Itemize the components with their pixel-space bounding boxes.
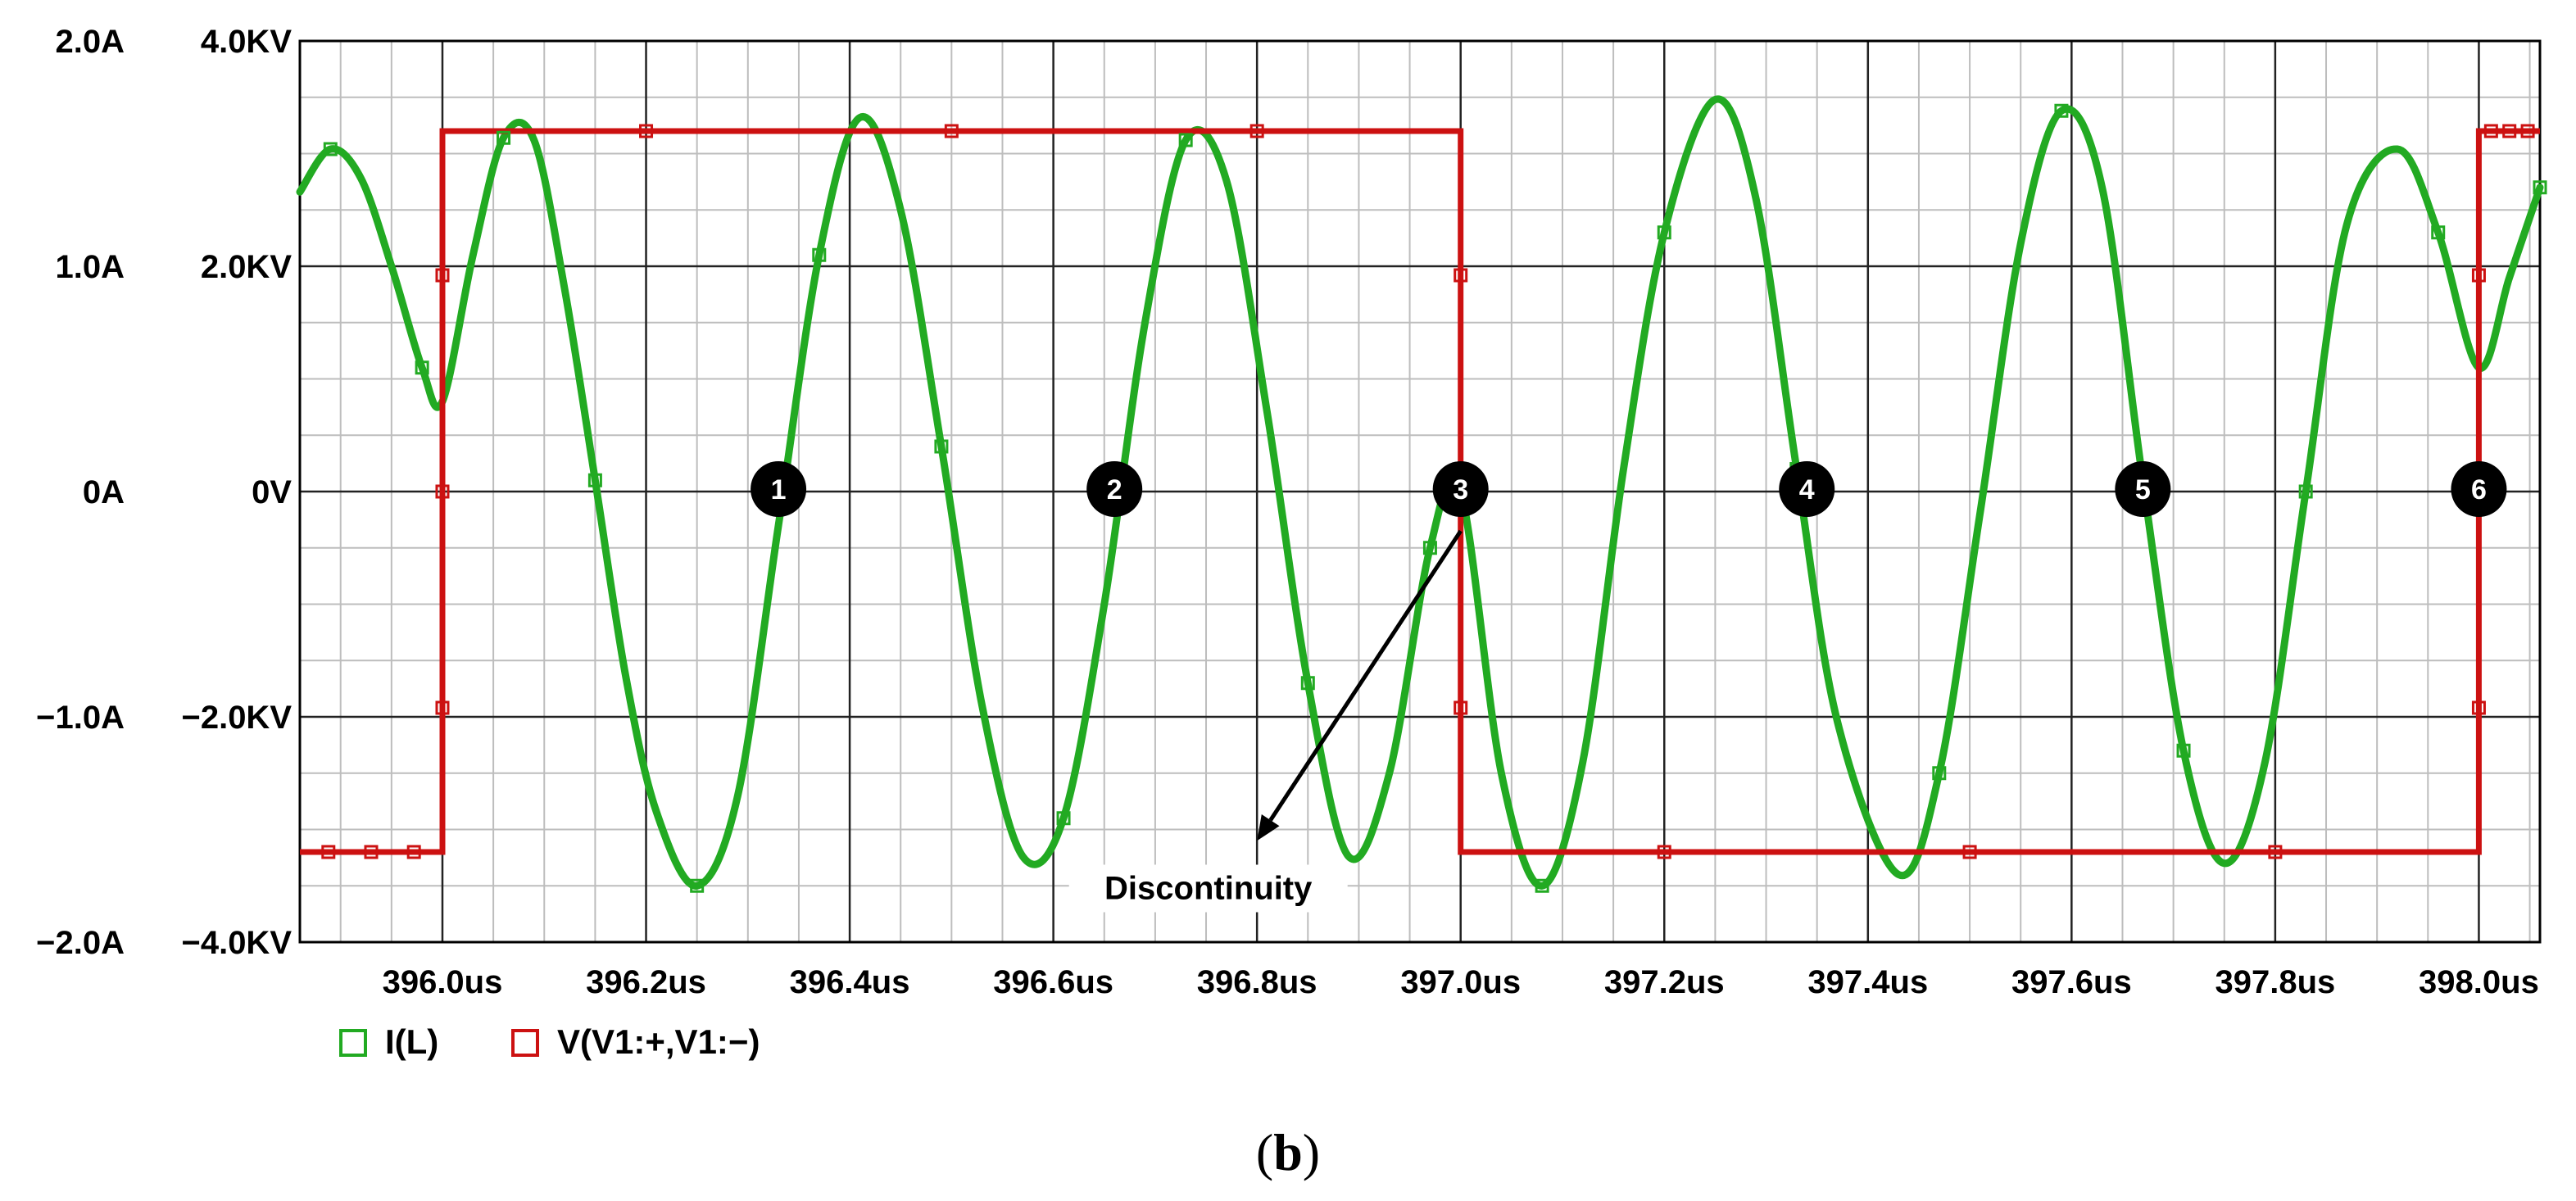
voltage-point-marker [406,845,421,859]
voltage-point-marker [2471,268,2486,283]
cycle-marker-label: 2 [1107,474,1122,505]
current-point-marker [812,247,827,262]
voltage-point-marker [364,845,379,859]
major-grid [300,39,2540,944]
voltage-point-marker [1454,700,1468,715]
current-point-marker [415,360,429,375]
current-point-marker [2533,180,2547,195]
caption-open-paren: ( [1256,1123,1273,1181]
current-point-marker [1422,541,1437,555]
current-point-marker [1932,766,1947,781]
right-tick-label: −2.0KV [181,700,292,736]
voltage-point-marker [435,700,450,715]
left-tick-label: 2.0A [56,24,125,60]
x-tick-label: 396.2us [586,964,706,1000]
current-point-marker [1535,878,1549,893]
cycle-marker-label: 1 [771,474,787,505]
x-tick-label: 397.4us [1807,964,1928,1000]
legend-swatch-voltage [511,1029,539,1057]
voltage-point-marker [321,845,336,859]
series-point-markers [321,103,2547,893]
x-tick-label: 396.0us [383,964,503,1000]
current-point-marker [323,142,338,156]
legend-label-current: I(L) [385,1022,438,1061]
current-point-marker [497,130,511,145]
current-point-marker [690,878,705,893]
legend-swatch-current [339,1029,367,1057]
current-point-marker [2431,225,2446,240]
figure-caption: (b) [1256,1123,1320,1181]
left-axis-ticks: 2.0A 1.0A 0A −1.0A −2.0A [36,24,125,961]
x-tick-label: 397.0us [1400,964,1521,1000]
voltage-point-marker [435,484,450,499]
left-tick-label: 1.0A [56,249,125,285]
caption-letter: b [1273,1123,1303,1181]
voltage-point-marker [1454,268,1468,283]
cycle-markers: 1 2 3 4 5 6 [751,461,2507,517]
right-tick-label: 4.0KV [201,24,292,60]
caption-close-paren: ) [1303,1123,1320,1181]
x-tick-label: 397.2us [1604,964,1725,1000]
current-point-marker [2054,103,2069,118]
voltage-point-marker [639,124,654,138]
legend: I(L) V(V1:+,V1:−) [339,1022,760,1061]
right-axis-ticks: 4.0KV 2.0KV 0V −2.0KV −4.0KV [181,24,292,961]
cycle-marker-1 [751,461,807,517]
current-point-marker [1178,133,1193,147]
current-point-marker [1056,811,1071,826]
discontinuity-annotation: Discontinuity [1068,529,1463,913]
current-point-marker [2176,743,2191,758]
voltage-point-marker [1962,845,1977,859]
current-point-marker [934,439,949,454]
x-tick-label: 398.0us [2419,964,2539,1000]
voltage-point-marker [2471,700,2486,715]
right-tick-label: −4.0KV [181,925,292,961]
x-tick-label: 396.6us [993,964,1113,1000]
voltage-point-marker [2502,124,2517,138]
x-axis-ticks: 396.0us 396.2us 396.4us 396.6us 396.8us 397.0… [383,964,2539,1000]
current-point-marker [587,473,602,487]
cycle-marker-6 [2451,461,2507,517]
cycle-marker-2 [1086,461,1143,517]
voltage-point-marker [944,124,959,138]
voltage-point-marker [2483,124,2498,138]
x-tick-label: 397.8us [2215,964,2336,1000]
left-tick-label: 0A [83,474,125,510]
current-point-marker [1300,676,1315,691]
cycle-marker-label: 4 [1799,474,1815,505]
voltage-point-marker [2268,845,2283,859]
voltage-point-marker [2520,124,2535,138]
annotation-background [1068,864,1348,913]
plot-frame [298,39,2542,944]
cycle-marker-label: 5 [2135,474,2151,505]
voltage-point-marker [1657,845,1671,859]
annotation-arrowhead [1257,814,1280,841]
right-tick-label: 2.0KV [201,249,292,285]
current-point-marker [1657,225,1671,240]
voltage-point-marker [1249,124,1264,138]
legend-label-voltage: V(V1:+,V1:−) [557,1022,760,1061]
right-tick-label: 0V [252,474,292,510]
cycle-marker-4 [1779,461,1835,517]
x-tick-label: 397.6us [2011,964,2132,1000]
annotation-label: Discontinuity [1104,871,1313,907]
cycle-marker-3 [1432,461,1489,517]
x-tick-label: 396.8us [1197,964,1317,1000]
left-tick-label: −2.0A [36,925,125,961]
cycle-marker-label: 6 [2471,474,2487,505]
x-tick-label: 396.4us [790,964,910,1000]
cycle-marker-label: 3 [1453,474,1468,505]
left-tick-label: −1.0A [36,700,125,736]
annotation-arrow [1268,529,1463,822]
cycle-marker-5 [2115,461,2171,517]
voltage-point-marker [435,268,450,283]
current-point-marker [2298,484,2313,499]
